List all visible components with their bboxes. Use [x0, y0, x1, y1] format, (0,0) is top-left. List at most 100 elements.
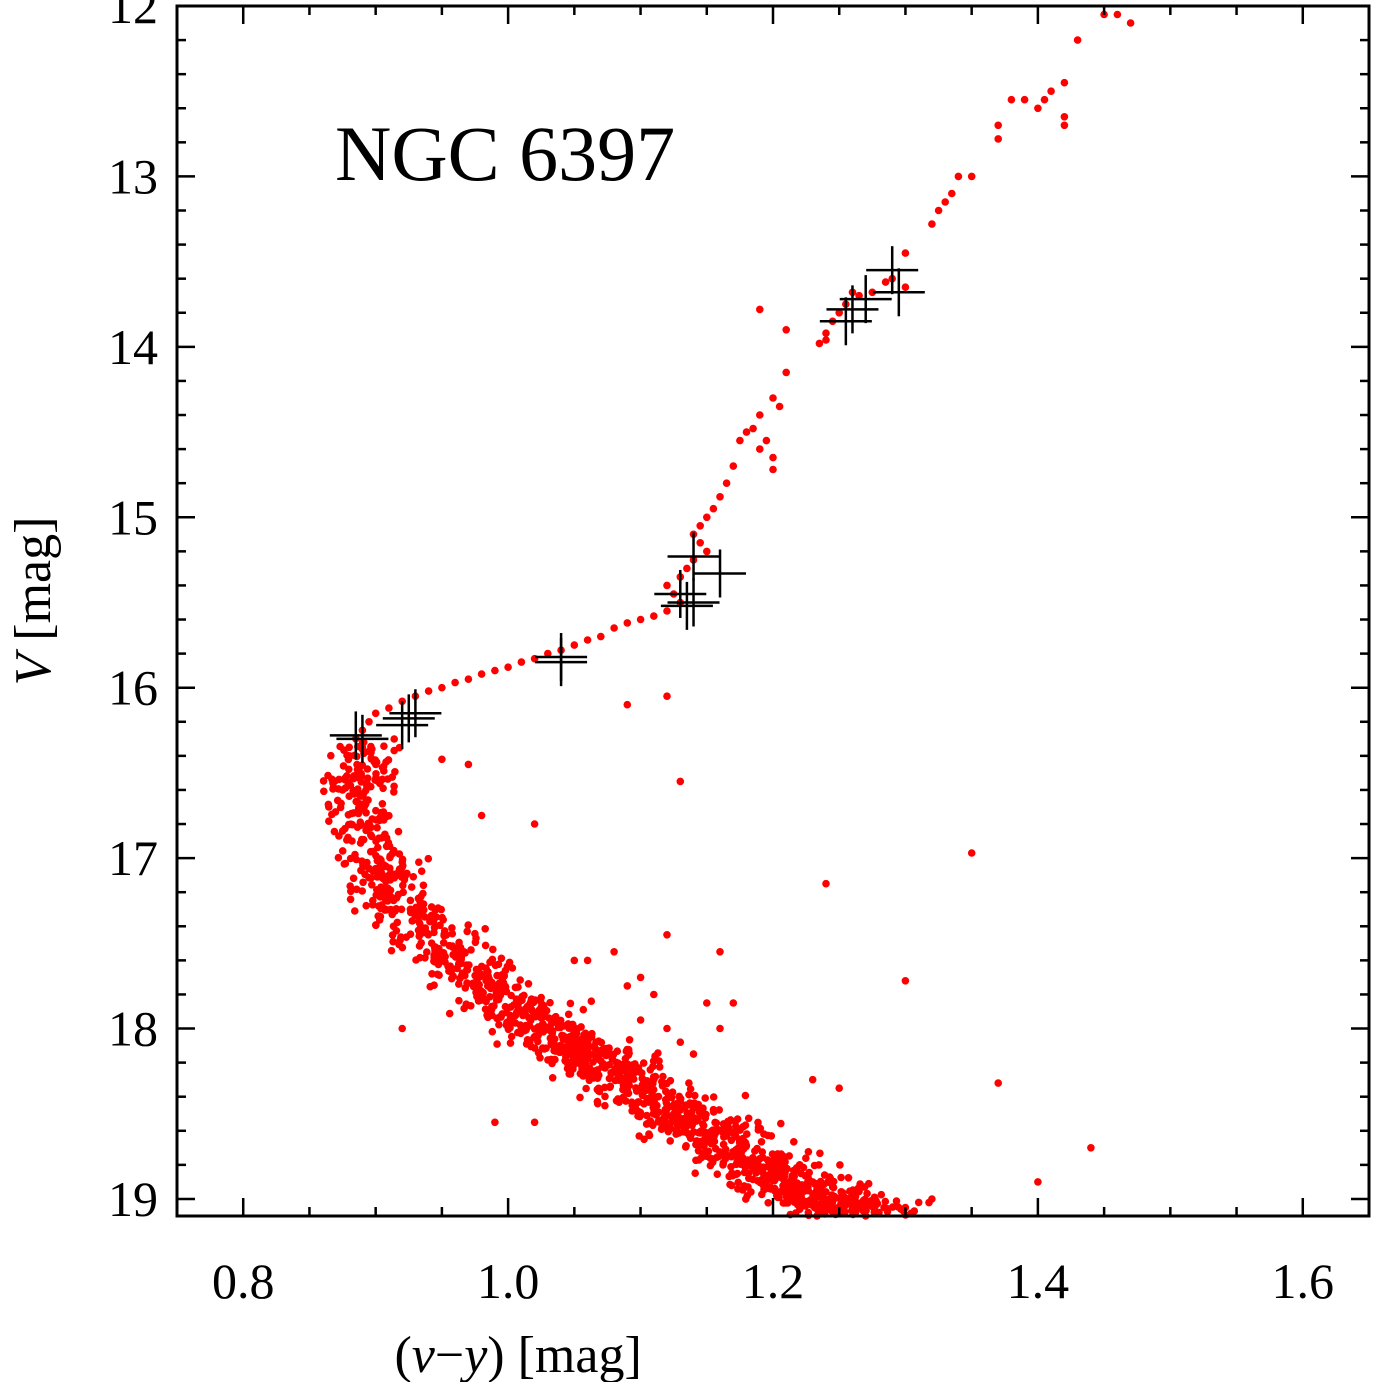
main-sequence-point [575, 1054, 584, 1062]
main-sequence-point [325, 817, 333, 825]
main-sequence-point [768, 1150, 777, 1158]
main-sequence-point [551, 1035, 559, 1043]
star-point [769, 465, 777, 474]
star-point [597, 632, 605, 641]
main-sequence-point [863, 1189, 871, 1198]
star-point [385, 704, 393, 712]
selected-star-cross [535, 638, 588, 687]
star-point [808, 1075, 817, 1084]
main-sequence-point [394, 827, 403, 836]
selected-star-cross [660, 581, 713, 630]
main-sequence-point [777, 1187, 786, 1195]
main-sequence-point [754, 1123, 763, 1132]
main-sequence-point [763, 1156, 772, 1164]
star-point [663, 1024, 671, 1033]
star-point [716, 948, 724, 956]
star-point [703, 513, 711, 522]
star-point [756, 305, 764, 314]
main-sequence-point [382, 812, 391, 821]
main-sequence-point [795, 1161, 804, 1169]
main-sequence-point [719, 1159, 728, 1167]
star-point [696, 539, 704, 547]
main-sequence-point [346, 854, 355, 863]
main-sequence-point [690, 1103, 698, 1112]
main-sequence-point [377, 864, 386, 872]
star-point [491, 666, 499, 675]
main-sequence-point [699, 1120, 707, 1128]
main-sequence-point [362, 800, 370, 808]
main-sequence-point [524, 980, 533, 988]
main-sequence-point [485, 1011, 494, 1020]
main-sequence-point [394, 890, 403, 899]
main-sequence-point [837, 1188, 845, 1196]
main-sequence-point [564, 1010, 573, 1019]
main-sequence-point [423, 948, 431, 956]
main-sequence-point [472, 965, 481, 974]
main-sequence-point [767, 1132, 776, 1140]
y-tick-label: 18 [108, 1001, 158, 1057]
main-sequence-point [795, 1196, 803, 1205]
main-sequence-point [771, 1185, 779, 1193]
main-sequence-point [532, 1011, 540, 1020]
star-point [1047, 87, 1055, 95]
main-sequence-point [432, 913, 441, 921]
main-sequence-point [457, 972, 466, 981]
main-sequence-point [433, 970, 442, 979]
star-point [570, 956, 579, 965]
main-sequence-point [622, 1097, 630, 1105]
main-sequence-point [500, 972, 509, 980]
y-tick-label: 19 [108, 1171, 158, 1227]
main-sequence-point [508, 964, 517, 972]
main-sequence-point [390, 788, 398, 796]
axis-ticks [175, 4, 1371, 1216]
main-sequence-point [463, 927, 472, 936]
main-sequence-point [646, 1066, 655, 1074]
x-axis-title: (v−y) [mag] [394, 1327, 641, 1382]
main-sequence-point [446, 962, 455, 970]
star-point [650, 612, 658, 620]
main-sequence-point [725, 1117, 733, 1126]
main-sequence-point [675, 1129, 683, 1137]
star-point [1007, 95, 1016, 104]
main-sequence-point [518, 996, 526, 1005]
main-sequence-point [579, 1005, 588, 1014]
main-sequence-point [531, 996, 539, 1004]
main-sequence-point [391, 768, 399, 776]
main-sequence-point [559, 1032, 568, 1040]
selected-star-cross [667, 578, 720, 627]
main-sequence-point [727, 1136, 736, 1145]
main-sequence-point [732, 1170, 740, 1179]
main-sequence-point [675, 1092, 683, 1101]
main-sequence-point [727, 1181, 736, 1190]
main-sequence-point [615, 1098, 623, 1106]
main-sequence-point [649, 1057, 658, 1065]
main-sequence-point [715, 1152, 723, 1161]
star-point [994, 121, 1002, 130]
main-sequence-point [354, 788, 362, 797]
selected-star-cross [826, 285, 879, 334]
main-sequence-point [607, 1069, 616, 1078]
main-sequence-point [390, 782, 398, 791]
star-point [1087, 1144, 1095, 1152]
y-tick-labels: 12 13 14 15 16 17 18 19 [108, 0, 158, 1227]
chart-title: NGC 6397 [335, 110, 675, 197]
main-sequence-point [665, 1093, 674, 1101]
main-sequence-point [577, 1060, 585, 1069]
main-sequence-point [666, 1137, 674, 1145]
main-sequence-point [585, 1076, 594, 1085]
main-sequence-point [715, 1106, 723, 1114]
main-sequence-point [400, 876, 409, 884]
main-sequence-point [740, 1168, 749, 1177]
main-sequence-point [736, 1126, 744, 1134]
main-sequence-point [697, 1127, 705, 1135]
star-point [464, 675, 473, 683]
y-tick-label: 13 [108, 148, 158, 204]
selected-star-cross [667, 532, 720, 581]
main-sequence-point [419, 881, 428, 890]
main-sequence-point [416, 953, 424, 962]
main-sequence-point [346, 895, 355, 904]
main-sequence-point [757, 1177, 766, 1186]
star-point [650, 990, 658, 999]
main-sequence-point [836, 1161, 844, 1169]
main-sequence-point [416, 898, 424, 906]
